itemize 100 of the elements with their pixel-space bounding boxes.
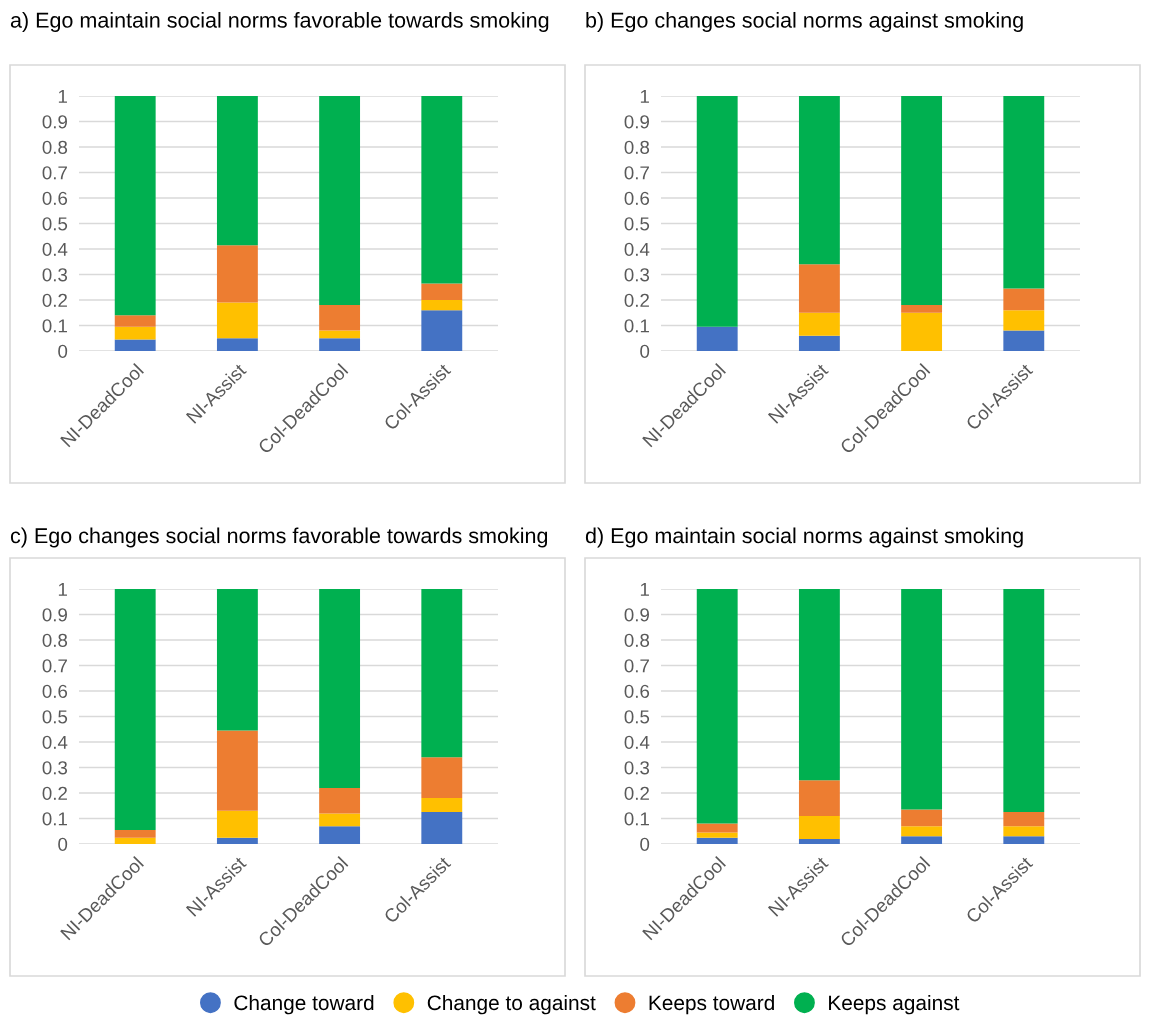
y-tick-label: 0.5 <box>42 217 68 231</box>
bar <box>319 338 361 351</box>
y-tick-label: 1 <box>58 582 67 596</box>
y-tick-label: 0.9 <box>624 115 649 129</box>
bar <box>421 589 463 758</box>
chart-title: a) Ego maintain social norms favorable towards smoking <box>10 11 549 33</box>
bar <box>798 815 840 839</box>
y-tick-label: 0 <box>640 344 650 358</box>
y-tick-label: 0.6 <box>42 191 68 205</box>
bar <box>216 837 258 844</box>
bar <box>319 96 361 306</box>
y-tick-label: 0.3 <box>624 761 650 775</box>
y-tick-label: 0.5 <box>624 710 650 724</box>
bar <box>1003 96 1045 289</box>
bar <box>216 302 258 339</box>
bar <box>798 780 840 816</box>
y-tick-label: 0.3 <box>42 268 68 282</box>
bar <box>1003 826 1045 837</box>
y-tick-label: 0.7 <box>624 659 649 673</box>
y-tick-label: 0.4 <box>624 242 650 256</box>
y-tick-label: 0.3 <box>42 761 68 775</box>
chart-title: d) Ego maintain social norms against smoking <box>585 527 1023 548</box>
legend-label: Keeps against <box>829 994 960 1015</box>
y-tick-label: 0.1 <box>624 812 649 826</box>
bar <box>421 812 463 844</box>
bar <box>114 829 156 838</box>
bar <box>216 245 258 303</box>
bar <box>696 823 738 833</box>
bar <box>696 837 738 844</box>
y-tick-label: 0.6 <box>42 684 68 698</box>
bar <box>696 326 738 351</box>
legend-label: Change toward <box>234 994 374 1015</box>
bar <box>901 809 943 827</box>
bar <box>798 312 840 336</box>
y-tick-label: 0.5 <box>624 217 650 231</box>
y-tick-label: 0.4 <box>42 735 68 749</box>
bar <box>216 96 258 246</box>
y-tick-label: 0.3 <box>624 268 650 282</box>
bar <box>114 837 156 844</box>
bar <box>421 757 463 799</box>
bar <box>696 589 738 824</box>
y-tick-label: 1 <box>640 89 649 103</box>
y-tick-label: 0.2 <box>42 786 67 800</box>
bar <box>798 838 840 844</box>
bar <box>798 589 840 781</box>
bar <box>319 330 361 339</box>
bar <box>696 832 738 838</box>
y-tick-label: 0 <box>640 837 650 851</box>
bar <box>216 730 258 811</box>
bar <box>319 305 361 331</box>
bar <box>421 300 463 311</box>
bar <box>901 96 943 306</box>
bar <box>114 96 156 316</box>
bar <box>901 312 943 351</box>
y-tick-label: 0.2 <box>624 293 649 307</box>
bar <box>421 310 463 351</box>
bar <box>1003 812 1045 827</box>
bar <box>1003 310 1045 331</box>
y-tick-label: 0.2 <box>42 293 67 307</box>
bar <box>114 315 156 327</box>
bar <box>319 589 361 788</box>
bar <box>798 335 840 351</box>
y-tick-label: 0.8 <box>42 140 68 154</box>
bar <box>1003 288 1045 311</box>
bar <box>216 810 258 838</box>
y-tick-label: 0.8 <box>624 633 650 647</box>
y-tick-label: 0.1 <box>42 812 67 826</box>
y-tick-label: 0.4 <box>624 735 650 749</box>
y-tick-label: 0.6 <box>624 684 650 698</box>
bar <box>901 589 943 810</box>
y-tick-label: 0.9 <box>42 115 67 129</box>
bar <box>798 96 840 265</box>
bar <box>901 836 943 844</box>
y-tick-label: 0.2 <box>624 786 649 800</box>
y-tick-label: 0 <box>58 344 68 358</box>
y-tick-label: 0.1 <box>42 319 67 333</box>
y-tick-label: 0.4 <box>42 242 68 256</box>
bar <box>319 787 361 814</box>
legend-label: Change to against <box>427 994 596 1015</box>
bar <box>114 589 156 830</box>
chart-title: b) Ego changes social norms against smoking <box>586 11 1023 33</box>
y-tick-label: 0.8 <box>42 633 68 647</box>
y-tick-label: 0.5 <box>42 710 68 724</box>
y-tick-label: 0.9 <box>42 608 67 622</box>
bar <box>114 339 156 351</box>
y-tick-label: 0.1 <box>624 319 649 333</box>
bar <box>216 338 258 351</box>
bar <box>319 826 361 844</box>
bar <box>421 96 463 284</box>
bar <box>114 326 156 340</box>
chart-title: c) Ego changes social norms favorable towards smoking <box>10 527 548 548</box>
bar <box>421 798 463 813</box>
bar <box>1003 836 1045 844</box>
y-tick-label: 1 <box>58 89 67 103</box>
y-tick-label: 0.7 <box>42 659 67 673</box>
y-tick-label: 0 <box>58 837 68 851</box>
bar <box>319 813 361 827</box>
bar <box>696 96 738 327</box>
y-tick-label: 0.8 <box>624 140 650 154</box>
y-tick-label: 1 <box>640 582 649 596</box>
